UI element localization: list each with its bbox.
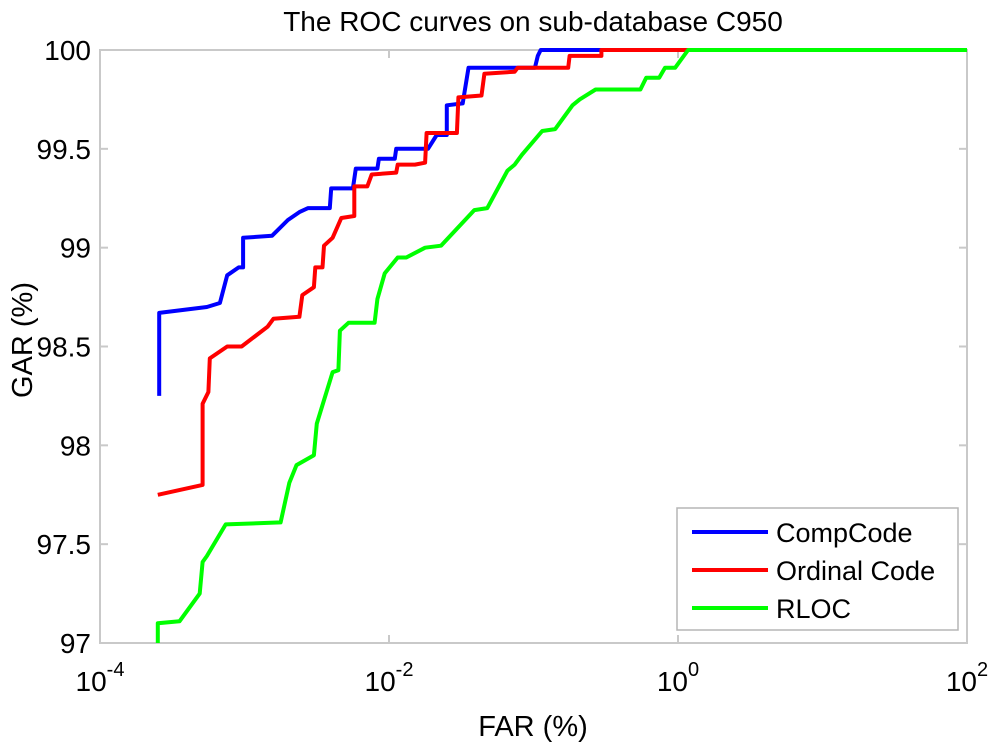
y-tick-label: 99 — [60, 233, 91, 264]
y-tick-label: 98.5 — [37, 332, 92, 363]
chart-built-layer: 10-4 10-2 100 102 100 99.5 99 98.5 98 97.5 97 CompC… — [37, 35, 989, 697]
legend-label-ordinal-code: Ordinal Code — [776, 556, 935, 586]
curve-compcode — [157, 48, 967, 396]
legend-label-rloc: RLOC — [776, 594, 851, 624]
y-tick-label: 100 — [44, 35, 91, 66]
curve-ordinal-code — [157, 48, 967, 497]
y-tick-label: 99.5 — [37, 134, 92, 165]
x-tick-label: 100 — [657, 659, 699, 697]
y-axis-label: GAR (%) — [7, 282, 39, 398]
y-tick-label: 97 — [60, 628, 91, 659]
chart-title: The ROC curves on sub-database C950 — [283, 6, 783, 37]
curve-rloc — [155, 48, 967, 643]
x-tick-label: 10-4 — [76, 659, 125, 697]
legend-label-compcode: CompCode — [776, 518, 913, 548]
x-tick-label: 102 — [946, 659, 988, 697]
y-tick-label: 98 — [60, 430, 91, 461]
x-axis-label: FAR (%) — [478, 711, 588, 743]
x-tick-label: 10-2 — [365, 659, 414, 697]
y-tick-label: 97.5 — [37, 529, 92, 560]
